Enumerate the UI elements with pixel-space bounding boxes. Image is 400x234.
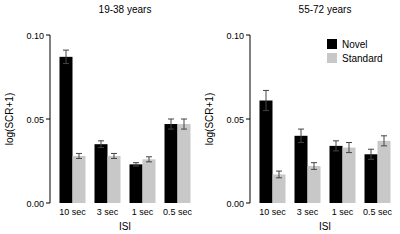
y-tick-label: 0.05	[226, 115, 244, 125]
legend-label: Novel	[342, 39, 368, 50]
error-bar	[111, 153, 117, 158]
bar	[178, 124, 191, 203]
y-tick-label: 0.10	[226, 31, 244, 41]
panel: 55-72 years log(SCR+1) ISI 0.00 0.05 0.10 10 s…	[204, 4, 393, 232]
y-tick-label: 0.10	[26, 31, 44, 41]
error-bar	[333, 141, 339, 151]
error-bar	[98, 141, 104, 148]
bar	[130, 164, 143, 203]
chart-figure: 19-38 years log(SCR+1) ISI 0.00 0.05 0.10 10 s…	[0, 0, 400, 234]
legend-label: Standard	[342, 53, 383, 64]
marks	[60, 50, 191, 203]
bar	[330, 146, 343, 203]
bar	[143, 159, 156, 203]
legend-swatch	[327, 39, 337, 49]
error-bar	[381, 136, 387, 146]
title: 55-72 years	[299, 4, 352, 15]
x-axis-label: ISI	[119, 221, 131, 232]
error-bar	[146, 157, 152, 162]
bar	[60, 57, 73, 203]
x-tick-label: 10 sec	[59, 207, 86, 217]
error-bar	[76, 153, 82, 158]
y-tick	[46, 203, 50, 204]
x-tick-label: 3 sec	[297, 207, 319, 217]
x-tick-label: 10 sec	[259, 207, 286, 217]
x-tick-label: 1 sec	[132, 207, 154, 217]
error-bar	[311, 163, 317, 170]
y-tick-label: 0.00	[26, 199, 44, 209]
bar	[73, 156, 86, 203]
y-tick	[246, 35, 250, 36]
y-tick	[46, 119, 50, 120]
title: 19-38 years	[99, 4, 152, 15]
error-bar	[276, 171, 282, 178]
error-bar	[368, 149, 374, 159]
error-bar	[63, 50, 69, 63]
bar	[365, 154, 378, 203]
y-tick	[246, 203, 250, 204]
error-bar	[298, 129, 304, 142]
bar	[165, 124, 178, 203]
x-axis-label: ISI	[319, 221, 331, 232]
x-tick-label: 3 sec	[97, 207, 119, 217]
y-axis-label: log(SCR+1)	[4, 93, 15, 146]
bar	[308, 166, 321, 203]
bar	[273, 174, 286, 203]
y-tick	[246, 119, 250, 120]
bar	[378, 141, 391, 203]
error-bar	[181, 119, 187, 129]
y-tick	[46, 35, 50, 36]
y-axis-label: log(SCR+1)	[204, 93, 215, 146]
bar	[260, 101, 273, 203]
error-bar	[168, 119, 174, 129]
error-bar	[263, 90, 269, 110]
bar	[95, 144, 108, 203]
bar	[108, 156, 121, 203]
x-tick-label: 0.5 sec	[163, 207, 193, 217]
error-bar	[346, 143, 352, 153]
x-tick-label: 1 sec	[332, 207, 354, 217]
bar	[343, 148, 356, 203]
marks	[260, 90, 391, 203]
y-tick-label: 0.00	[226, 199, 244, 209]
legend-swatch	[327, 53, 337, 63]
bar	[295, 136, 308, 203]
error-bar	[133, 163, 139, 166]
x-tick-label: 0.5 sec	[363, 207, 393, 217]
panel: 19-38 years log(SCR+1) ISI 0.00 0.05 0.10 10 s…	[4, 4, 193, 232]
y-tick-label: 0.05	[26, 115, 44, 125]
